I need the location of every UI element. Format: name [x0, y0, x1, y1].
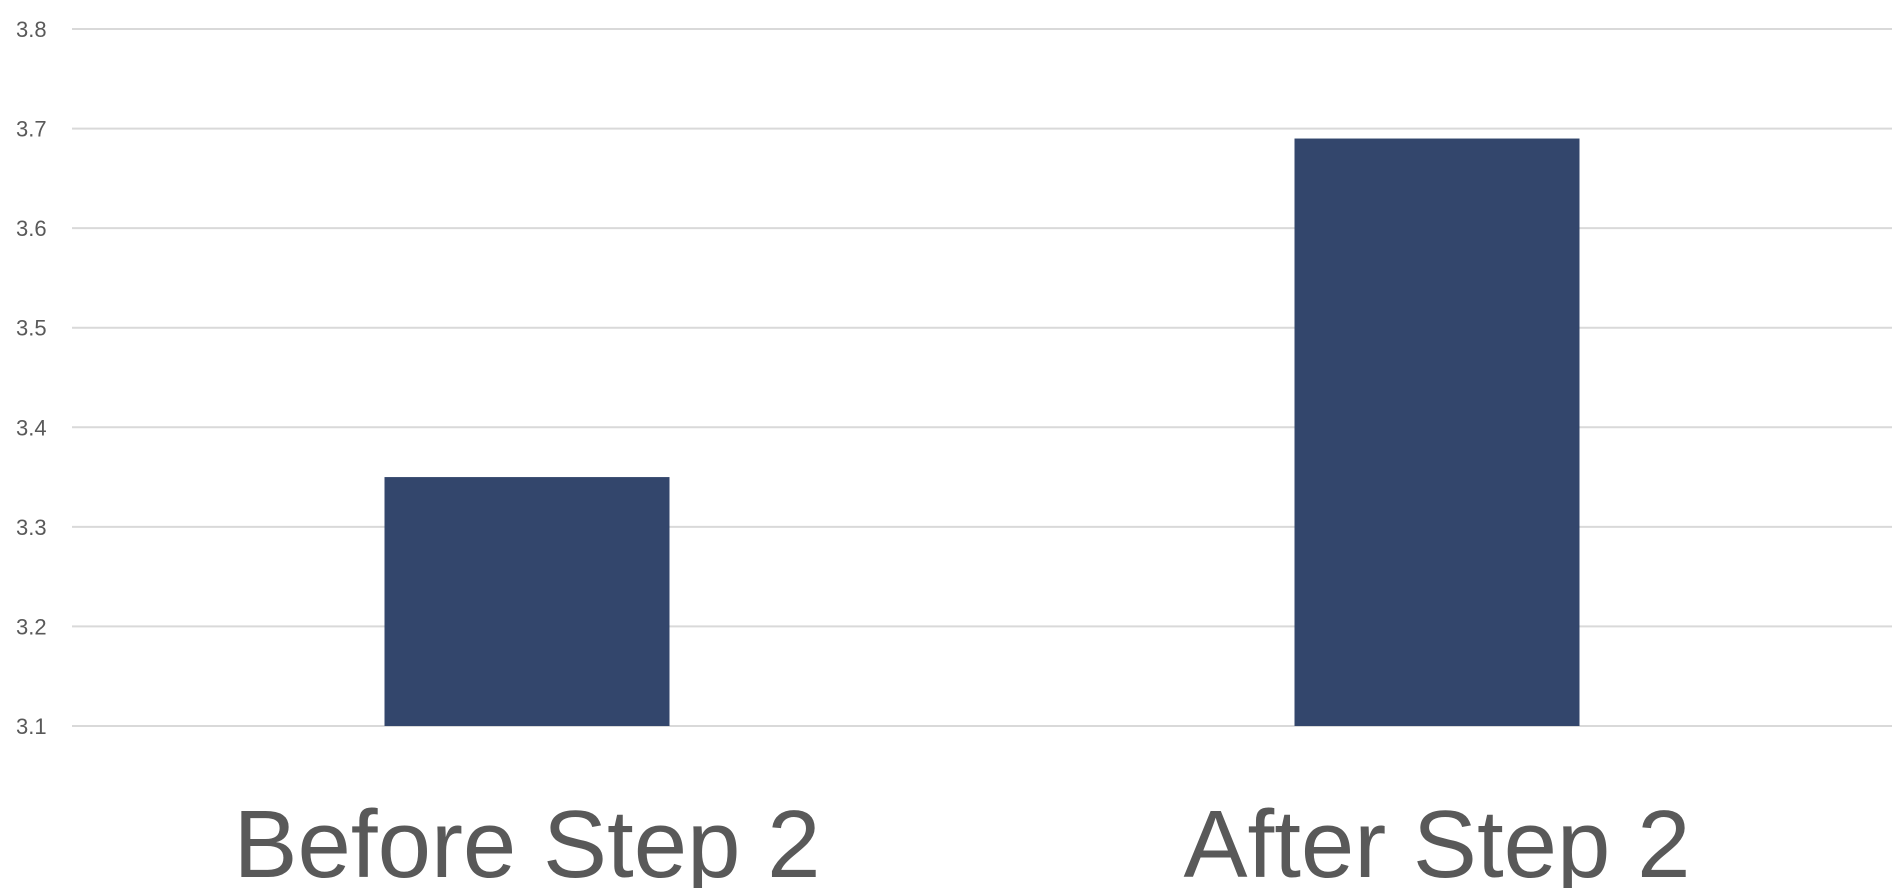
y-tick-label: 3.5 [16, 316, 47, 341]
gridlines [72, 28, 1892, 727]
x-category-label: After Step 2 [1184, 791, 1691, 888]
y-tick-label: 3.6 [16, 216, 47, 241]
y-tick-label: 3.1 [16, 714, 47, 739]
x-axis-category-labels: Before Step 2 After Step 2 [233, 791, 1690, 888]
y-tick-label: 3.4 [16, 415, 47, 440]
y-tick-label: 3.8 [16, 17, 47, 42]
x-category-label: Before Step 2 [233, 791, 820, 888]
y-tick-label: 3.7 [16, 117, 47, 142]
y-axis-tick-labels: 3.1 3.2 3.3 3.4 3.5 3.6 3.7 3.8 [16, 17, 47, 739]
y-tick-label: 3.2 [16, 614, 47, 639]
bar-before-step-2 [384, 477, 670, 726]
y-tick-label: 3.3 [16, 515, 47, 540]
bars [384, 138, 1580, 726]
bar-after-step-2 [1294, 138, 1580, 726]
